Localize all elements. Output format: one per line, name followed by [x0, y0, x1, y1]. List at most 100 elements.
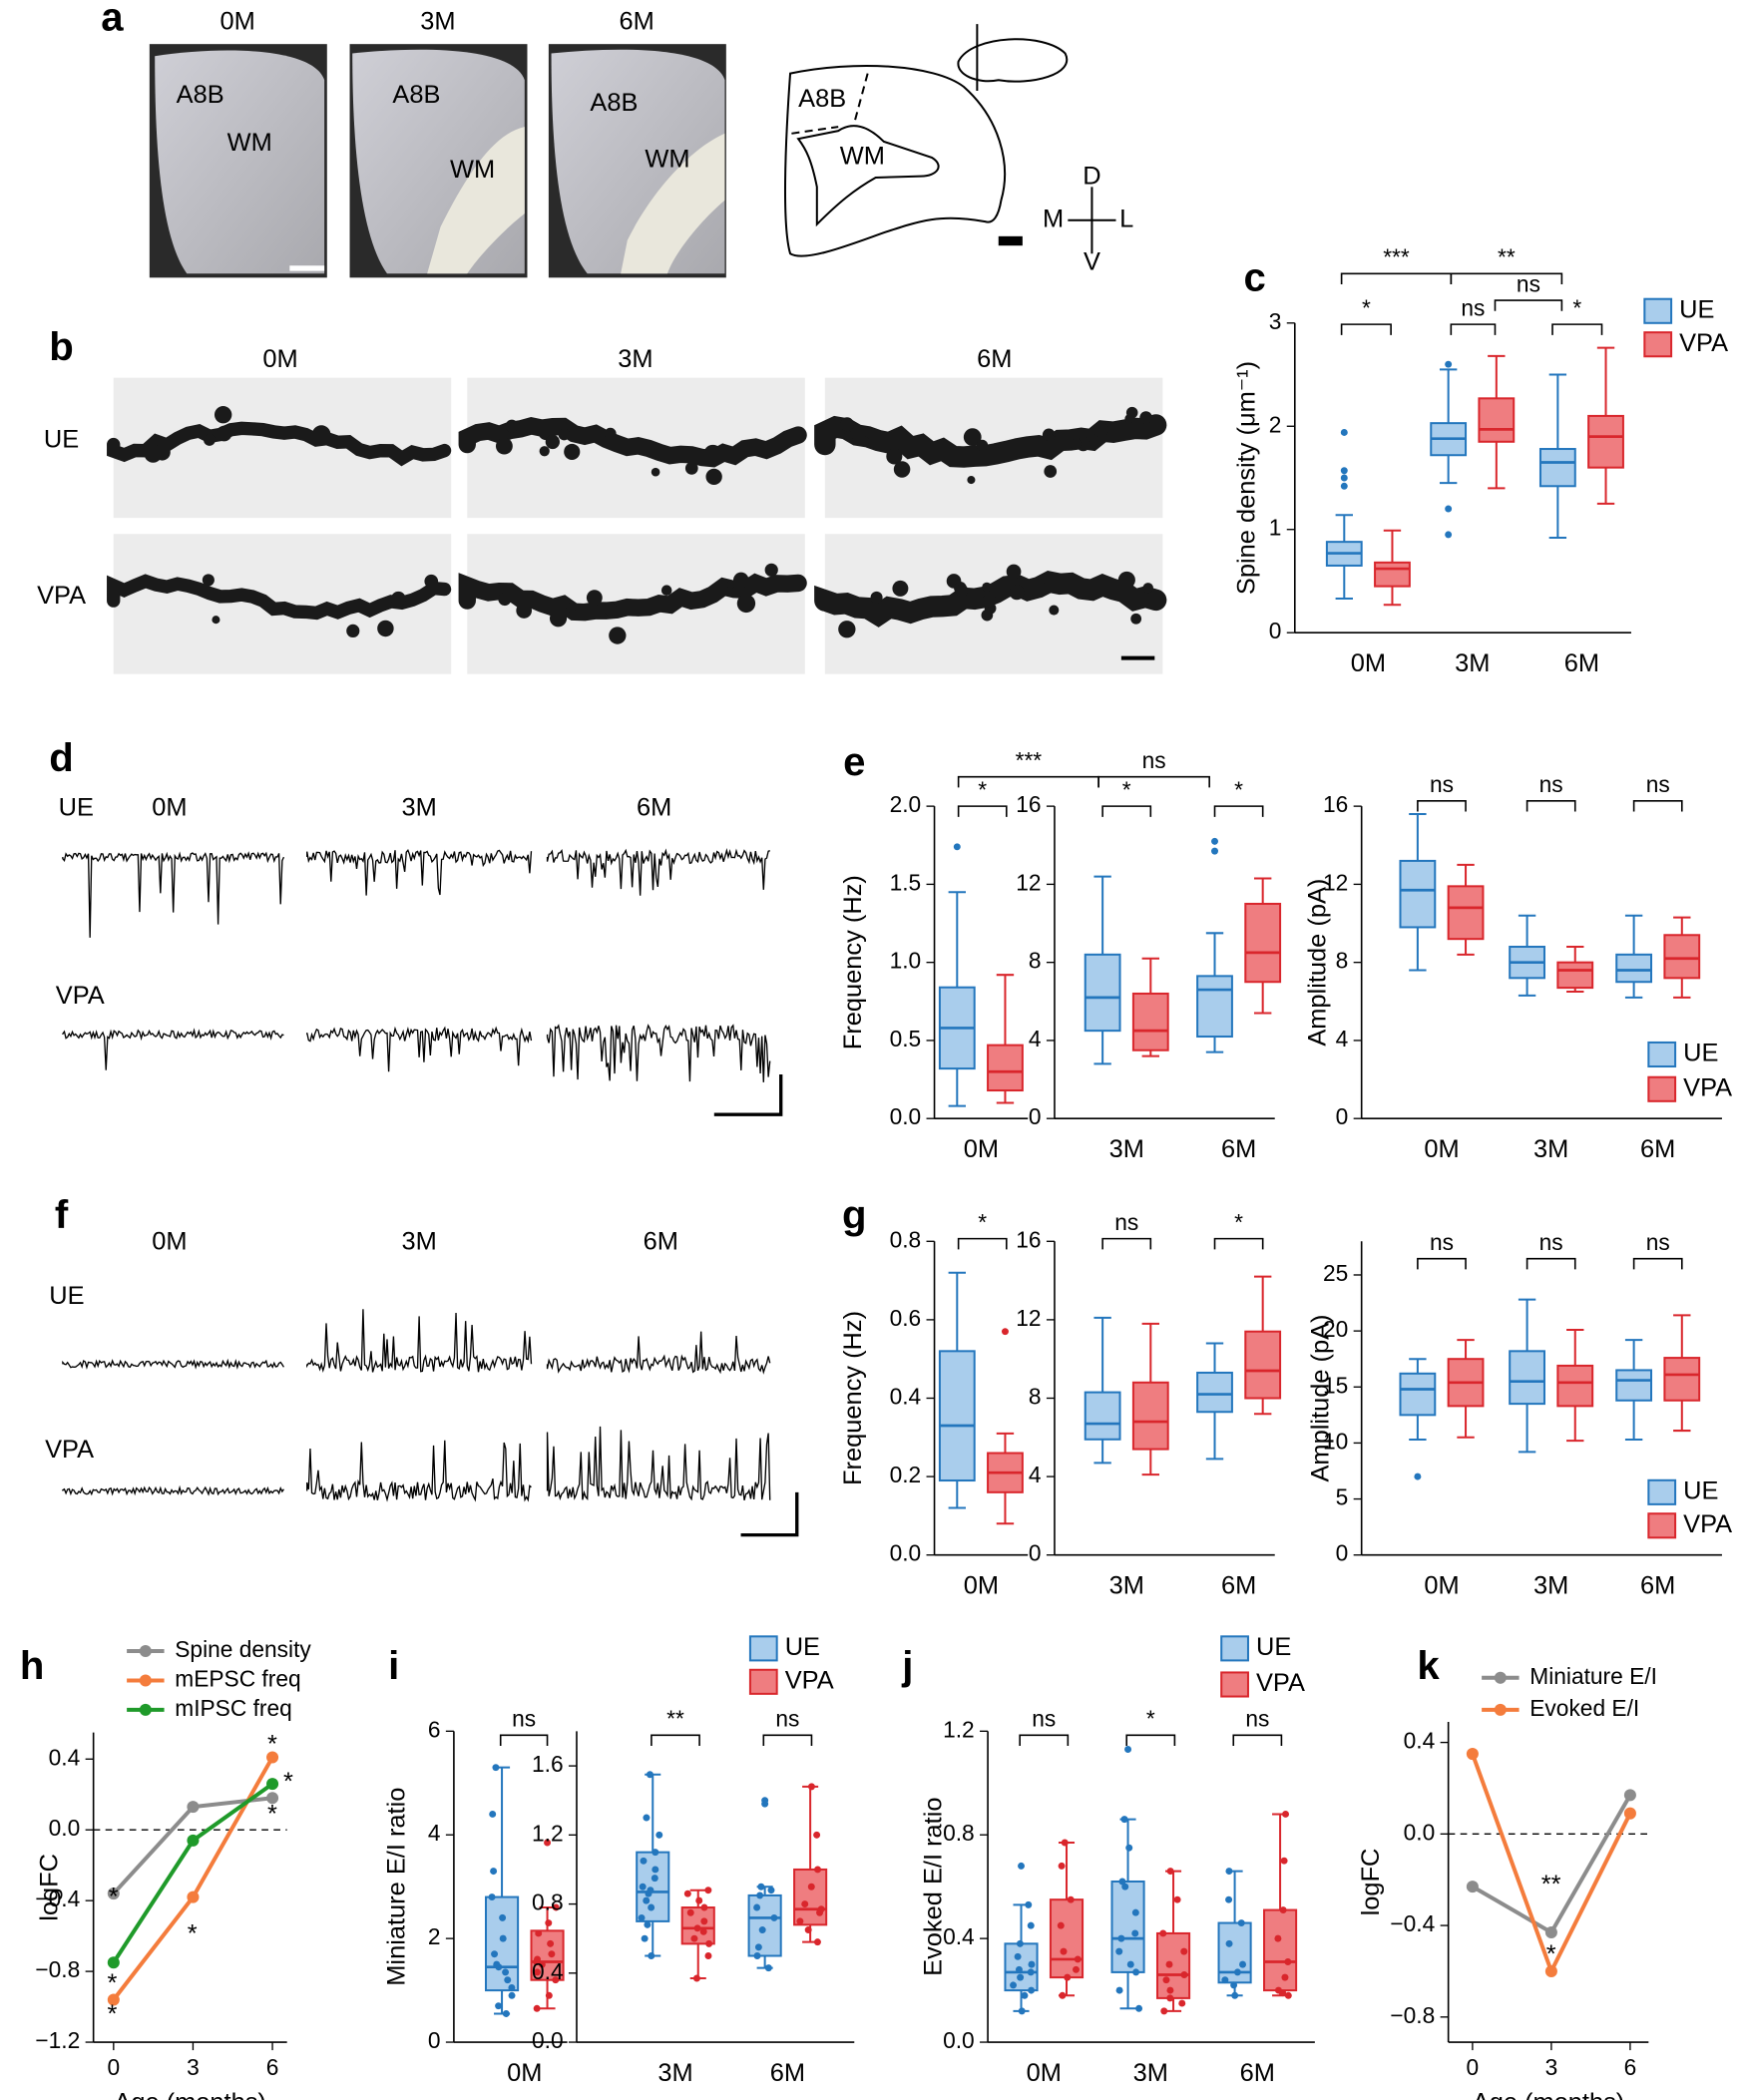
significance-label: *: [107, 1969, 117, 1997]
significance-label: ns: [1539, 1229, 1563, 1255]
significance-bracket: [1450, 323, 1497, 335]
series-point: [107, 1888, 120, 1900]
data-point: [1117, 1934, 1125, 1942]
y-tick-label: −0.8: [1390, 2002, 1435, 2028]
series-point: [1544, 1964, 1557, 1977]
y-tick-label: 8: [1029, 1383, 1042, 1409]
box: [1084, 953, 1121, 1033]
series-point: [1544, 1925, 1557, 1938]
y-tick-label: −0.8: [35, 1956, 80, 1982]
whisker-low: [1673, 978, 1691, 999]
y-tick-label: 1.6: [532, 1751, 564, 1777]
spine: [955, 584, 969, 598]
significance-label: ns: [1646, 1229, 1670, 1255]
data-point: [641, 1934, 649, 1942]
box: [1556, 961, 1594, 990]
whisker-low: [996, 1491, 1015, 1525]
whisker-low: [1439, 455, 1458, 485]
data-point: [533, 2004, 541, 2012]
data-point: [495, 2002, 503, 2010]
data-point: [1126, 1960, 1134, 1968]
legend-label: UE: [1683, 1040, 1718, 1067]
spine: [1142, 583, 1153, 594]
box: [1131, 992, 1169, 1051]
data-point: [1162, 1976, 1170, 1984]
data-point: [1274, 1986, 1282, 1994]
x-tick-label: 6M: [1240, 2059, 1275, 2087]
y-tick-label: 0.4: [943, 1923, 975, 1949]
outlier: [1124, 1746, 1132, 1753]
y-tick-label: 0: [1336, 1103, 1349, 1129]
whisker-high: [1518, 914, 1536, 948]
y-tick-label: 0.0: [890, 1540, 922, 1566]
spine: [764, 563, 778, 577]
box: [747, 1893, 782, 1957]
data-point: [652, 1849, 659, 1857]
whisker-high: [1409, 1358, 1427, 1374]
whisker-high: [1624, 1339, 1643, 1371]
data-point: [700, 1903, 708, 1911]
region-label: WM: [227, 129, 272, 157]
legend-label: VPA: [785, 1667, 834, 1695]
y-axis-label: Miniature E/I ratio: [382, 1788, 410, 1986]
significance-bracket: [762, 1734, 813, 1747]
data-point: [1017, 1973, 1025, 1981]
y-axis-label: Amplitude (pA): [1306, 1314, 1334, 1481]
data-point: [508, 1984, 516, 1991]
significance-label: *: [1362, 294, 1371, 320]
whisker-low: [1673, 1400, 1691, 1433]
data-point: [801, 1900, 809, 1908]
panel-letter: b: [49, 324, 74, 369]
outlier: [1445, 531, 1453, 539]
data-point: [1225, 1939, 1233, 1947]
data-point: [767, 1887, 775, 1894]
data-point: [646, 1771, 653, 1779]
y-tick-label: 1: [1269, 515, 1282, 541]
legend-label: UE: [1683, 1477, 1718, 1505]
data-point: [1060, 1947, 1068, 1955]
y-tick-label: 8: [1336, 948, 1349, 974]
legend-marker: [139, 1674, 152, 1687]
data-point: [548, 1950, 556, 1958]
whisker-high: [1566, 1328, 1584, 1366]
spine: [545, 434, 560, 450]
significance-label: *: [109, 1883, 119, 1910]
x-tick-label: 3M: [1533, 1572, 1568, 1600]
y-tick-label: 4: [1029, 1462, 1042, 1487]
data-point: [1027, 1968, 1035, 1976]
series-point: [266, 1778, 279, 1791]
data-point: [1057, 1921, 1065, 1929]
data-point: [1074, 1955, 1082, 1963]
y-tick-label: 0.8: [532, 1890, 564, 1915]
x-tick-label: 0M: [964, 1135, 999, 1163]
spine: [870, 591, 883, 604]
y-tick-label: 0: [1029, 1103, 1042, 1129]
box: [1615, 1369, 1653, 1402]
panel-f: 0M 3M 6M UE VPA: [45, 1227, 799, 1537]
significance-bracket: [1340, 323, 1392, 335]
whisker-high: [1488, 354, 1506, 399]
y-tick-label: 12: [1016, 1305, 1041, 1331]
scale-bar: [713, 1074, 783, 1116]
whisker-low: [1093, 1031, 1111, 1065]
compass-label: D: [1083, 163, 1100, 191]
whisker-low: [948, 1480, 966, 1509]
significance-label: *: [267, 1731, 277, 1759]
y-tick-label: 4: [428, 1820, 441, 1846]
series-point: [107, 1956, 120, 1969]
significance-bracket: [1340, 272, 1453, 284]
x-tick-label: 6M: [1640, 1135, 1675, 1163]
data-point: [648, 1903, 655, 1911]
whisker-high: [1457, 1339, 1475, 1360]
whisker-high: [1673, 1314, 1691, 1359]
column-label: 0M: [152, 1227, 187, 1255]
significance-label: ***: [1383, 244, 1410, 270]
data-point: [1281, 1973, 1289, 1981]
series-point: [187, 1890, 200, 1903]
significance-bracket: [1213, 805, 1264, 817]
data-point: [643, 1814, 651, 1822]
whisker-low: [1409, 1415, 1427, 1442]
legend-swatch: [748, 1668, 778, 1695]
significance-label: *: [1146, 1706, 1155, 1732]
